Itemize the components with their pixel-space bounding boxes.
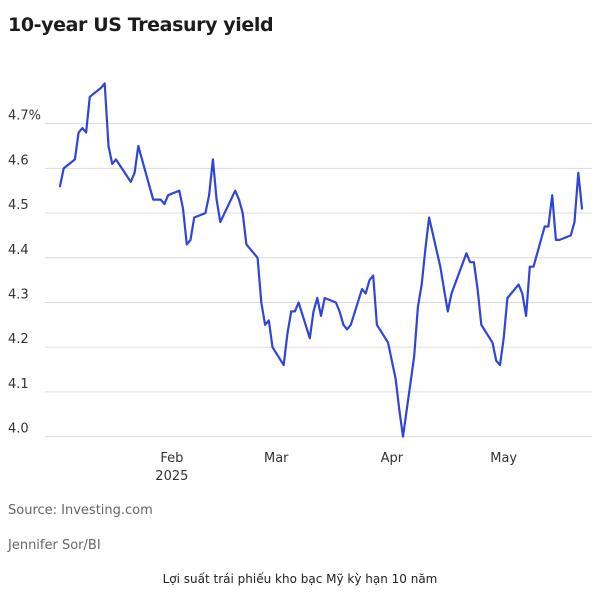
yield-series-line [58, 82, 584, 438]
author-credit: Jennifer Sor/BI [8, 538, 101, 553]
x-tick-label: Feb [160, 451, 183, 466]
y-tick-label: 4.4 [8, 243, 29, 258]
line-chart: 4.7% 4.6 4.5 4.4 4.3 4.2 4.1 4.0 Feb 2025 Mar Apr M… [8, 82, 592, 484]
x-tick-sublabel: 2025 [155, 469, 188, 484]
x-tick-label: May [490, 451, 517, 466]
x-axis-ticks: Feb 2025 Mar Apr May [155, 451, 517, 484]
image-caption: Lợi suất trái phiếu kho bạc Mỹ kỳ hạn 10… [162, 572, 438, 586]
gridlines [45, 123, 592, 438]
y-tick-label: 4.3 [8, 287, 29, 302]
y-axis-ticks: 4.7% 4.6 4.5 4.4 4.3 4.2 4.1 4.0 [8, 109, 41, 437]
y-tick-label: 4.6 [8, 153, 29, 168]
chart-title: 10-year US Treasury yield [8, 14, 274, 36]
x-tick-label: Mar [264, 451, 289, 466]
y-tick-label: 4.7% [8, 109, 41, 124]
source-note: Source: Investing.com [8, 503, 153, 518]
x-tick-label: Apr [381, 451, 404, 466]
y-tick-label: 4.0 [8, 422, 29, 437]
y-tick-label: 4.5 [8, 198, 29, 213]
y-tick-label: 4.2 [8, 332, 29, 347]
y-tick-label: 4.1 [8, 377, 29, 392]
